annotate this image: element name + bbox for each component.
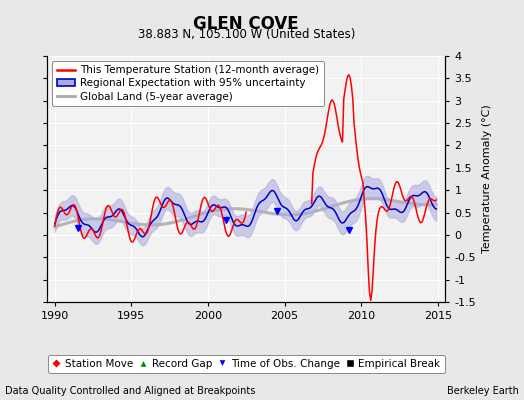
Text: Berkeley Earth: Berkeley Earth	[447, 386, 519, 396]
Text: GLEN COVE: GLEN COVE	[193, 15, 299, 33]
Text: 38.883 N, 105.100 W (United States): 38.883 N, 105.100 W (United States)	[138, 28, 355, 41]
Text: Data Quality Controlled and Aligned at Breakpoints: Data Quality Controlled and Aligned at B…	[5, 386, 256, 396]
Legend: Station Move, Record Gap, Time of Obs. Change, Empirical Break: Station Move, Record Gap, Time of Obs. C…	[48, 355, 445, 373]
Y-axis label: Temperature Anomaly (°C): Temperature Anomaly (°C)	[482, 105, 492, 253]
